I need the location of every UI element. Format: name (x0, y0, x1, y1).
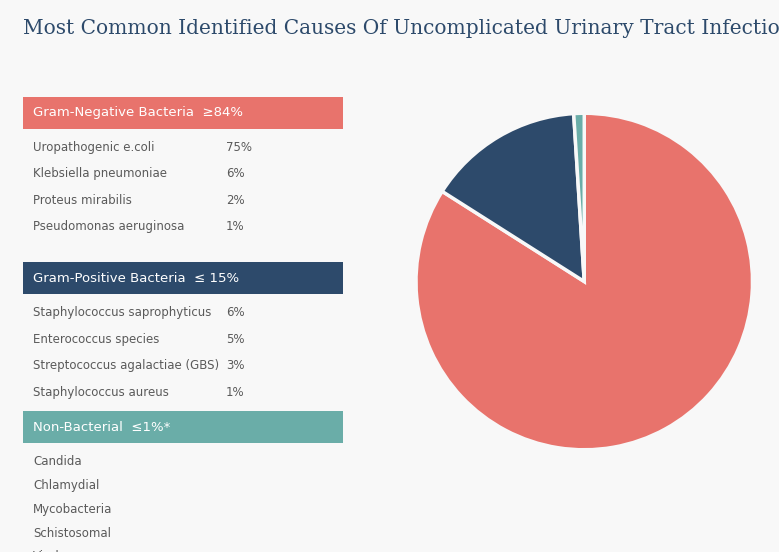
Text: Staphylococcus aureus: Staphylococcus aureus (33, 386, 169, 399)
Text: Candida: Candida (33, 455, 82, 469)
Text: 6%: 6% (226, 306, 245, 320)
Text: 1%: 1% (226, 220, 245, 233)
Text: Chlamydial: Chlamydial (33, 479, 100, 492)
Text: Viral: Viral (33, 550, 60, 552)
Wedge shape (416, 113, 753, 450)
Text: Klebsiella pneumoniae: Klebsiella pneumoniae (33, 167, 167, 181)
Wedge shape (442, 114, 584, 282)
Text: Pseudomonas aeruginosa: Pseudomonas aeruginosa (33, 220, 185, 233)
Text: Streptococcus agalactiae (GBS): Streptococcus agalactiae (GBS) (33, 359, 219, 373)
Text: 1%: 1% (226, 386, 245, 399)
Text: Staphylococcus saprophyticus: Staphylococcus saprophyticus (33, 306, 211, 320)
Text: Proteus mirabilis: Proteus mirabilis (33, 194, 132, 207)
Text: 2%: 2% (226, 194, 245, 207)
Wedge shape (573, 113, 584, 282)
Text: Gram-Positive Bacteria  ≤ 15%: Gram-Positive Bacteria ≤ 15% (33, 272, 239, 285)
FancyBboxPatch shape (23, 411, 343, 443)
Text: 5%: 5% (226, 333, 245, 346)
Text: Schistosomal: Schistosomal (33, 527, 111, 540)
Text: 75%: 75% (226, 141, 252, 154)
FancyBboxPatch shape (23, 97, 343, 129)
Text: Mycobacteria: Mycobacteria (33, 503, 112, 516)
Text: Enterococcus species: Enterococcus species (33, 333, 160, 346)
Text: Most Common Identified Causes Of Uncomplicated Urinary Tract Infections: Most Common Identified Causes Of Uncompl… (23, 19, 779, 38)
FancyBboxPatch shape (23, 262, 343, 294)
Text: Non-Bacterial  ≤1%*: Non-Bacterial ≤1%* (33, 421, 171, 434)
Text: Gram-Negative Bacteria  ≥84%: Gram-Negative Bacteria ≥84% (33, 106, 243, 119)
Text: 3%: 3% (226, 359, 245, 373)
Text: Uropathogenic e.coli: Uropathogenic e.coli (33, 141, 154, 154)
Text: 6%: 6% (226, 167, 245, 181)
